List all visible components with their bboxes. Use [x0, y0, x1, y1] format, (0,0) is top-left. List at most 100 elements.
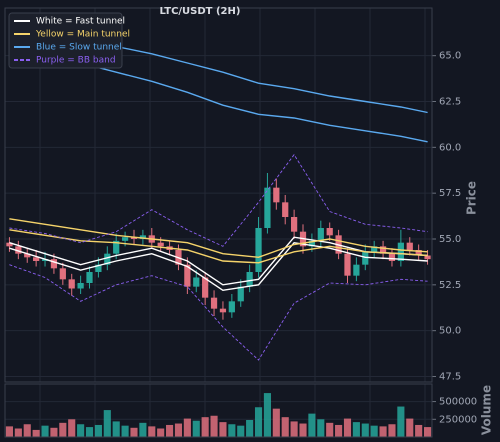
candle-body	[397, 242, 404, 261]
candle-body	[379, 246, 387, 254]
volume-bar	[77, 424, 85, 437]
candle-body	[210, 297, 218, 309]
candle-body	[317, 228, 324, 241]
volume-bar	[183, 418, 191, 437]
candle-body	[104, 253, 111, 265]
candle-body	[344, 253, 351, 276]
volume-bar	[121, 425, 129, 437]
candle-body	[264, 187, 271, 228]
volume-bar	[335, 424, 343, 437]
volume-bar	[370, 425, 378, 437]
volume-bar	[192, 420, 200, 437]
volume-bar	[352, 422, 360, 437]
volume-bar	[148, 426, 156, 437]
tunnel-line	[9, 264, 428, 361]
volume-bar	[32, 429, 40, 437]
y-tick-label: 500000	[439, 397, 477, 408]
volume-axis-label: Volume	[480, 385, 494, 435]
volume-bar	[423, 427, 432, 437]
volume-bar	[85, 427, 94, 437]
volume-bar	[166, 424, 174, 437]
candle-body	[68, 279, 75, 289]
legend: White = Fast tunnel Yellow = Main tunnel B…	[8, 12, 130, 69]
tunnel-line	[9, 241, 428, 292]
y-tick-label: 47.5	[439, 372, 461, 383]
candle-body	[291, 217, 298, 232]
candle-body	[202, 277, 209, 298]
candle-body	[24, 253, 31, 258]
candle-body	[308, 240, 316, 247]
y-tick-label: 65.0	[439, 51, 461, 62]
volume-frame	[4, 383, 433, 438]
legend-label: Yellow = Main tunnel	[35, 30, 130, 40]
volume-bar	[343, 418, 352, 437]
volume-bar	[379, 426, 387, 437]
candle-body	[50, 259, 58, 269]
candle-body	[246, 272, 253, 287]
candle-body	[184, 264, 191, 287]
volume-bar	[219, 422, 227, 437]
y-tick-label: 60.0	[439, 142, 461, 153]
volume-bar	[272, 408, 280, 437]
volume-bar	[5, 426, 14, 437]
volume-bar	[139, 422, 147, 437]
price-frame	[4, 7, 433, 383]
candle-body	[121, 237, 129, 241]
volume-bar	[281, 417, 289, 437]
candle-body	[86, 272, 93, 283]
tunnel-line	[9, 153, 428, 247]
volume-bar	[254, 407, 263, 437]
volume-bar	[14, 428, 22, 437]
volume-bar	[237, 425, 245, 437]
candle-body	[326, 228, 333, 236]
volume-bar	[103, 410, 111, 437]
volume-bar	[299, 423, 307, 437]
candle-body	[424, 255, 431, 260]
legend-label: Blue = Slow tunnel	[36, 43, 122, 53]
volume-bar	[130, 427, 138, 437]
volume-bar	[406, 418, 414, 437]
candle-body	[113, 240, 120, 254]
y-tick-label: 52.5	[439, 280, 461, 291]
candle-body	[228, 301, 235, 313]
volume-bar	[50, 427, 58, 437]
chart-title: LTC/USDT (2H)	[160, 6, 241, 17]
tunnel-line	[9, 229, 428, 264]
volume-bar	[112, 421, 120, 437]
y-tick-label: 62.5	[439, 97, 461, 108]
volume-bar	[361, 423, 369, 437]
volume-bar	[94, 424, 102, 437]
candle-body	[77, 283, 84, 289]
volume-bar	[59, 422, 67, 437]
volume-bar	[308, 413, 316, 437]
volume-bar	[157, 428, 165, 437]
volume-bar	[326, 422, 334, 437]
y-tick-label: 50.0	[439, 326, 461, 337]
candle-body	[371, 246, 378, 252]
volume-bar	[228, 424, 236, 437]
y-tick-label: 57.5	[439, 188, 461, 199]
candle-body	[139, 235, 146, 239]
volume-bar	[210, 415, 218, 437]
volume-bar	[290, 421, 298, 437]
volume-bar	[388, 424, 396, 437]
candle-body	[33, 257, 40, 261]
legend-label: Purple = BB band	[36, 56, 116, 66]
volume-bar	[68, 419, 76, 437]
volume-bar	[201, 417, 209, 437]
candle-body	[15, 246, 22, 254]
candle-body	[59, 268, 66, 280]
volume-bar	[23, 424, 31, 437]
candle-body	[388, 253, 396, 261]
volume-bar	[246, 420, 254, 437]
volume-bar	[415, 424, 423, 437]
candle-body	[130, 237, 138, 239]
y-tick-label: 250000	[439, 414, 477, 425]
tunnel-line	[9, 218, 428, 259]
candle-body	[406, 242, 413, 250]
y-axis-label: Price	[465, 181, 479, 215]
candle-body	[282, 202, 289, 217]
candle-body	[273, 187, 280, 203]
